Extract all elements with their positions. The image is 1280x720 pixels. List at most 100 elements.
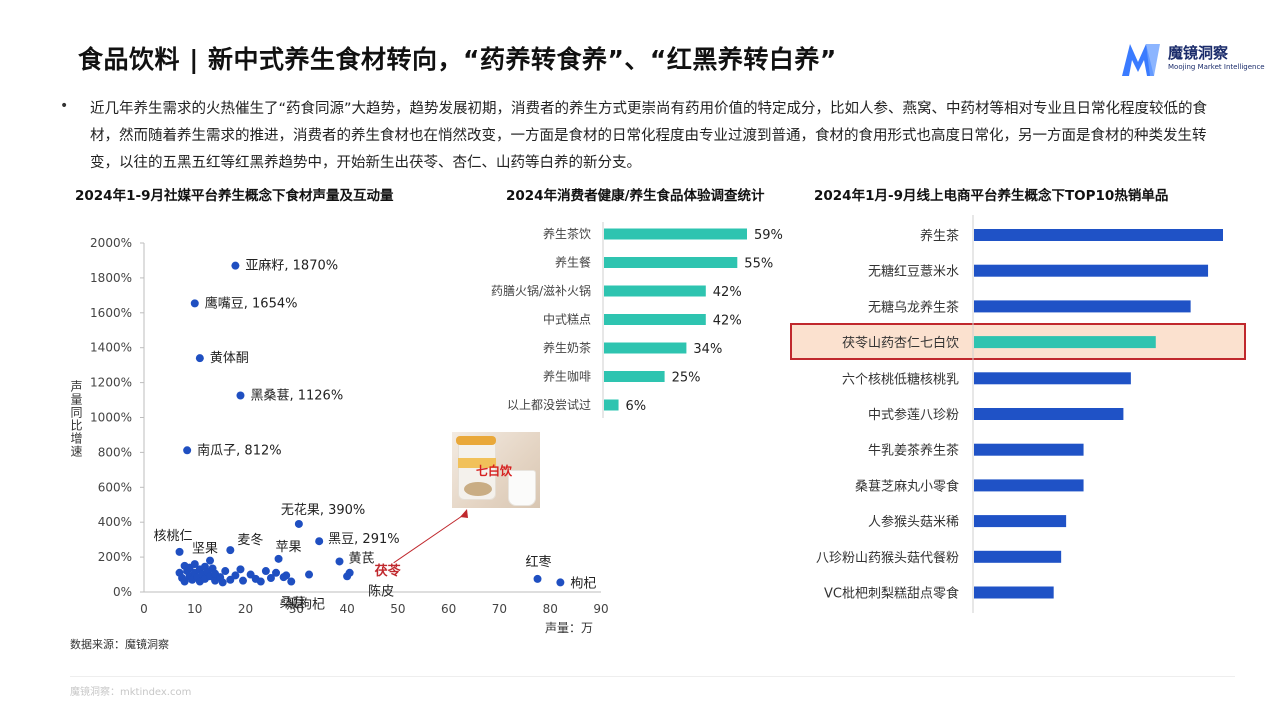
top10-category-label: 中式参莲八珍粉 bbox=[868, 407, 959, 423]
survey-value-label: 42% bbox=[713, 285, 742, 300]
scatter-point bbox=[218, 578, 227, 587]
scatter-y-axis-label: 声量同比增速 bbox=[69, 380, 83, 458]
top10-bar bbox=[974, 264, 1209, 277]
scatter-y-tick-label: 1400% bbox=[90, 341, 132, 355]
scatter-point bbox=[175, 547, 184, 556]
top10-category-label: 桑葚芝麻丸小零食 bbox=[855, 478, 959, 494]
survey-bar bbox=[604, 342, 687, 354]
scatter-y-tick-label: 400% bbox=[98, 515, 132, 529]
scatter-point-label: 亚麻籽, 1870% bbox=[245, 259, 338, 274]
scatter-y-tick-label: 800% bbox=[98, 445, 132, 459]
survey-bar bbox=[604, 228, 747, 240]
survey-category-label: 养生奶茶 bbox=[543, 340, 591, 355]
scatter-y-tick-label: 200% bbox=[98, 550, 132, 564]
scatter-point-label: 黄芪 bbox=[348, 551, 374, 566]
scatter-point bbox=[533, 574, 542, 583]
scatter-point-label: 茯苓 bbox=[375, 563, 402, 579]
scatter-point bbox=[180, 577, 189, 586]
top10-bar-chart: 养生茶无糖红豆薏米水无糖乌龙养生茶茯苓山药杏仁七白饮六个核桃低糖核桃乳中式参莲八… bbox=[816, 215, 1223, 613]
page-title: 食品饮料 | 新中式养生食材转向，“药养转食养”、“红黑养转白养” bbox=[78, 45, 837, 74]
scatter-y-tick-label: 1800% bbox=[90, 271, 132, 285]
scatter-point bbox=[335, 557, 344, 566]
scatter-point bbox=[195, 354, 204, 363]
product-photo: 七白饮 bbox=[452, 432, 540, 508]
scatter-point-label: 苹果 bbox=[276, 540, 302, 555]
top10-bar bbox=[974, 300, 1191, 313]
scatter-point-label: 桑葚 bbox=[280, 596, 306, 611]
logo-m-icon bbox=[1122, 44, 1160, 76]
scatter-y-tick-label: 1200% bbox=[90, 376, 132, 390]
scatter-x-axis-label: 声量：万 bbox=[545, 621, 593, 635]
top10-category-label: 茯苓山药杏仁七白饮 bbox=[842, 335, 959, 351]
scatter-point bbox=[256, 577, 265, 586]
survey-bar bbox=[604, 399, 619, 411]
scatter-x-tick-label: 10 bbox=[187, 602, 202, 616]
survey-category-label: 养生茶饮 bbox=[543, 226, 591, 241]
top10-chart-title: 2024年1月-9月线上电商平台养生概念下TOP10热销单品 bbox=[814, 188, 1169, 204]
top10-bar bbox=[974, 372, 1131, 385]
product-photo-label: 七白饮 bbox=[476, 464, 513, 478]
top10-category-label: 养生茶 bbox=[920, 228, 959, 244]
scatter-point bbox=[315, 537, 324, 546]
survey-bar bbox=[604, 314, 706, 325]
scatter-point-label: 陈皮 bbox=[368, 583, 394, 599]
top10-category-label: 人参猴头菇米稀 bbox=[868, 514, 959, 530]
data-source: 数据来源：魔镜洞察 bbox=[70, 638, 169, 651]
survey-bar bbox=[604, 285, 706, 297]
brand-logo: 魔镜洞察 Moojing Market Intelligence bbox=[1120, 40, 1265, 80]
scatter-point bbox=[190, 560, 199, 569]
scatter-point-label: 红枣 bbox=[526, 554, 552, 570]
scatter-chart-title: 2024年1-9月社媒平台养生概念下食材声量及互动量 bbox=[75, 188, 394, 204]
scatter-point bbox=[279, 573, 288, 582]
scatter-point bbox=[231, 261, 240, 270]
scatter-x-tick-label: 80 bbox=[543, 602, 558, 616]
survey-value-label: 59% bbox=[754, 228, 783, 243]
scatter-point bbox=[183, 446, 192, 455]
scatter-point bbox=[206, 556, 215, 565]
scatter-point-label: 黑桑葚, 1126% bbox=[250, 389, 343, 404]
survey-value-label: 55% bbox=[744, 257, 773, 272]
product-jar-band bbox=[458, 458, 496, 468]
top10-bar bbox=[974, 515, 1067, 528]
scatter-point-label: 无花果, 390% bbox=[281, 502, 365, 518]
top10-bar bbox=[974, 550, 1062, 563]
survey-value-label: 42% bbox=[713, 314, 742, 329]
top10-bar-highlighted bbox=[974, 336, 1156, 349]
logo-subtext: Moojing Market Intelligence bbox=[1168, 63, 1265, 71]
scatter-x-tick-label: 30 bbox=[289, 602, 304, 616]
scatter-point bbox=[272, 568, 281, 577]
scatter-point-label: 枸杞 bbox=[570, 576, 596, 591]
footer-divider bbox=[70, 676, 1235, 677]
top10-bar bbox=[974, 586, 1054, 599]
footer-text: 魔镜洞察：mktindex.com bbox=[70, 687, 192, 698]
scatter-point-label: 坚果 bbox=[192, 542, 218, 557]
scatter-point-label: 黄体酮 bbox=[210, 351, 249, 366]
scatter-x-tick-label: 20 bbox=[238, 602, 253, 616]
scatter-point bbox=[305, 570, 314, 579]
scatter-chart: 0% 200% 400% 600% 800% 1000% 1200% 1400% 1600% 18… bbox=[69, 236, 609, 635]
scatter-point-label: 麦冬 bbox=[237, 532, 263, 548]
survey-value-label: 25% bbox=[672, 371, 701, 386]
survey-category-label: 药膳火锅/滋补火锅 bbox=[491, 283, 591, 298]
top10-bar bbox=[974, 229, 1223, 241]
scatter-point bbox=[261, 567, 270, 576]
survey-value-label: 34% bbox=[693, 342, 722, 357]
top10-category-label: VC枇杷刺梨糕甜点零食 bbox=[824, 586, 959, 602]
scatter-point-label: 黑豆, 291% bbox=[328, 532, 399, 547]
scatter-point bbox=[236, 565, 245, 574]
top10-category-label: 八珍粉山药猴头菇代餐粉 bbox=[816, 550, 959, 566]
scatter-point bbox=[294, 519, 303, 528]
top10-category-label: 六个核桃低糖核桃乳 bbox=[842, 371, 959, 387]
top10-bar bbox=[974, 408, 1124, 420]
scatter-point-label: 黑枸杞 bbox=[286, 598, 325, 613]
scatter-x-tick-label: 50 bbox=[390, 602, 405, 616]
survey-bar bbox=[604, 257, 738, 268]
scatter-y-tick-label: 2000% bbox=[90, 236, 132, 250]
scatter-y-tick-label: 1600% bbox=[90, 306, 132, 320]
scatter-y-tick-label: 1000% bbox=[90, 411, 132, 425]
callout-arrow bbox=[393, 513, 466, 564]
scatter-point-label: 鹰嘴豆, 1654% bbox=[205, 295, 298, 311]
scatter-x-tick-label: 70 bbox=[492, 602, 507, 616]
top10-bar bbox=[974, 443, 1084, 456]
survey-bar-chart: 养生茶饮 59% 养生餐 55% 药膳火锅/滋补火锅 42% 中式糕点 42% 养生奶茶 34% 养… bbox=[491, 222, 783, 418]
